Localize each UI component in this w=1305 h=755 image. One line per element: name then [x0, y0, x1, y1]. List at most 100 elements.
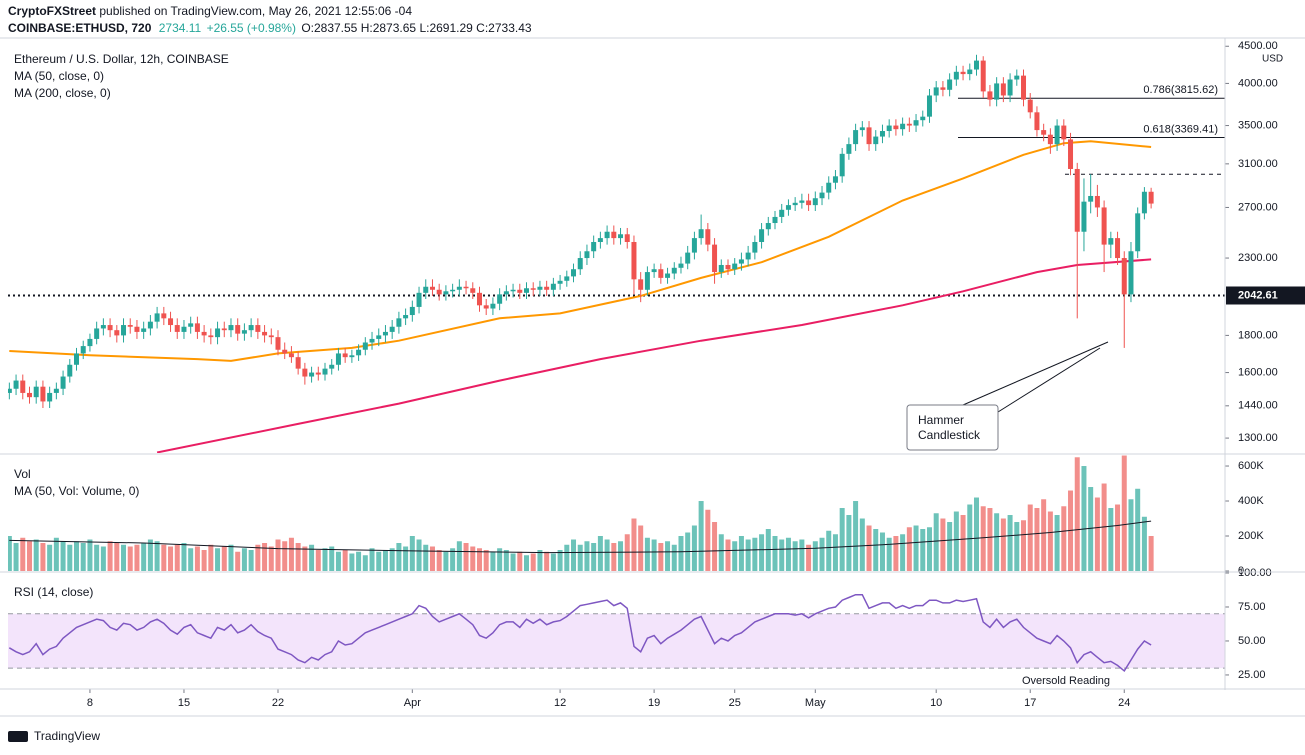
pane-title: Vol — [14, 467, 31, 481]
candle-body — [309, 372, 315, 377]
volume-bar — [476, 548, 482, 571]
candle-body — [1034, 112, 1040, 131]
volume-bar — [564, 544, 570, 571]
volume-bar — [1054, 515, 1060, 571]
candle-body — [1115, 238, 1121, 259]
candle-body — [268, 335, 274, 338]
y-tick-label: 1800.00 — [1238, 329, 1278, 341]
price-unit: USD — [1262, 54, 1283, 65]
volume-bar — [712, 522, 718, 571]
volume-bar — [859, 518, 865, 571]
candle-body — [725, 264, 731, 270]
volume-bar — [812, 541, 818, 571]
candle-body — [174, 325, 180, 332]
pane — [8, 54, 1225, 453]
volume-bar — [107, 541, 113, 571]
candle-body — [537, 286, 543, 290]
candle-body — [8, 388, 12, 393]
candle-body — [161, 313, 167, 319]
ohlc-low: L:2691.29 — [419, 21, 473, 35]
y-tick-label: 1300.00 — [1238, 432, 1278, 444]
volume-bar — [933, 513, 939, 571]
candle-body — [604, 231, 610, 239]
pane-title: RSI (14, close) — [14, 585, 93, 599]
candle-body — [1074, 168, 1080, 232]
candle-body — [866, 127, 872, 145]
volume-bar — [759, 534, 765, 571]
volume-bar — [772, 536, 778, 571]
volume-bar — [302, 546, 308, 571]
volume-bar — [973, 497, 979, 571]
volume-bar — [819, 537, 825, 571]
brand-logo — [8, 731, 28, 742]
candle-body — [893, 125, 899, 130]
x-tick-label: 22 — [272, 697, 284, 709]
quote-line: COINBASE:ETHUSD, 720 2734.11 +26.55 (+0.… — [8, 21, 532, 35]
candle-body — [665, 273, 671, 278]
candle-body — [1101, 207, 1107, 245]
candle-body — [550, 283, 556, 290]
volume-bar — [571, 539, 577, 571]
volume-bar — [1034, 508, 1040, 571]
candle-body — [436, 289, 442, 295]
volume-bar — [60, 541, 66, 571]
candle-body — [718, 264, 724, 273]
candle-body — [33, 386, 39, 398]
candle-body — [906, 123, 912, 126]
candle-body — [342, 353, 348, 358]
volume-bar — [618, 541, 624, 571]
y-tick-label: 1440.00 — [1238, 400, 1278, 412]
hammer-annotation: Hammer Candlestick — [906, 341, 1109, 451]
volume-bar — [866, 525, 872, 571]
candle-body — [1108, 238, 1114, 245]
annotation-text: Oversold Reading — [1022, 675, 1110, 687]
volume-bar — [248, 550, 254, 571]
candle-body — [13, 380, 19, 389]
legend-entry: MA (200, close, 0) — [14, 86, 111, 100]
candle-body — [873, 136, 879, 145]
volume-bar — [53, 537, 59, 571]
volume-bar — [329, 546, 335, 571]
candle-body — [282, 349, 288, 354]
y-tick-label: 2700.00 — [1238, 201, 1278, 213]
volume-bar — [483, 550, 489, 571]
candle-body — [235, 325, 241, 334]
candle-body — [443, 291, 449, 295]
candle-body — [591, 241, 597, 252]
volume-bar — [315, 550, 321, 571]
candle-body — [1081, 201, 1087, 232]
volume-bar — [732, 541, 738, 571]
candle-body — [450, 289, 456, 292]
last: 2734.11 — [159, 21, 202, 35]
volume-bar — [779, 539, 785, 571]
volume-bar — [725, 539, 731, 571]
volume-bar — [604, 539, 610, 571]
volume-bar — [879, 532, 885, 571]
symbol: COINBASE:ETHUSD, 720 — [8, 21, 152, 35]
volume-bar — [134, 544, 140, 571]
candle-body — [624, 234, 630, 242]
volume-bar — [644, 537, 650, 571]
y-tick-label: 75.00 — [1238, 601, 1266, 613]
moving-average — [156, 258, 1152, 453]
candle-body — [1014, 75, 1020, 80]
volume-bar — [87, 539, 93, 571]
y-tick-label: 4000.00 — [1238, 77, 1278, 89]
candle-body — [497, 294, 503, 304]
candle-body — [302, 368, 308, 377]
candle-body — [423, 286, 429, 293]
candle-body — [147, 321, 153, 329]
x-tick-label: 8 — [87, 697, 93, 709]
volume-bar — [1000, 518, 1006, 571]
brand: TradingView — [8, 729, 100, 743]
volume-bar — [288, 537, 294, 571]
candle-body — [74, 353, 80, 365]
volume-bar — [67, 544, 73, 571]
volume-bar — [611, 543, 617, 571]
candle-body — [947, 79, 953, 90]
volume-bar — [1014, 522, 1020, 571]
candle-body — [980, 60, 986, 92]
x-tick-label: May — [805, 697, 826, 709]
candle-body — [994, 83, 1000, 100]
volume-bar — [40, 543, 46, 571]
